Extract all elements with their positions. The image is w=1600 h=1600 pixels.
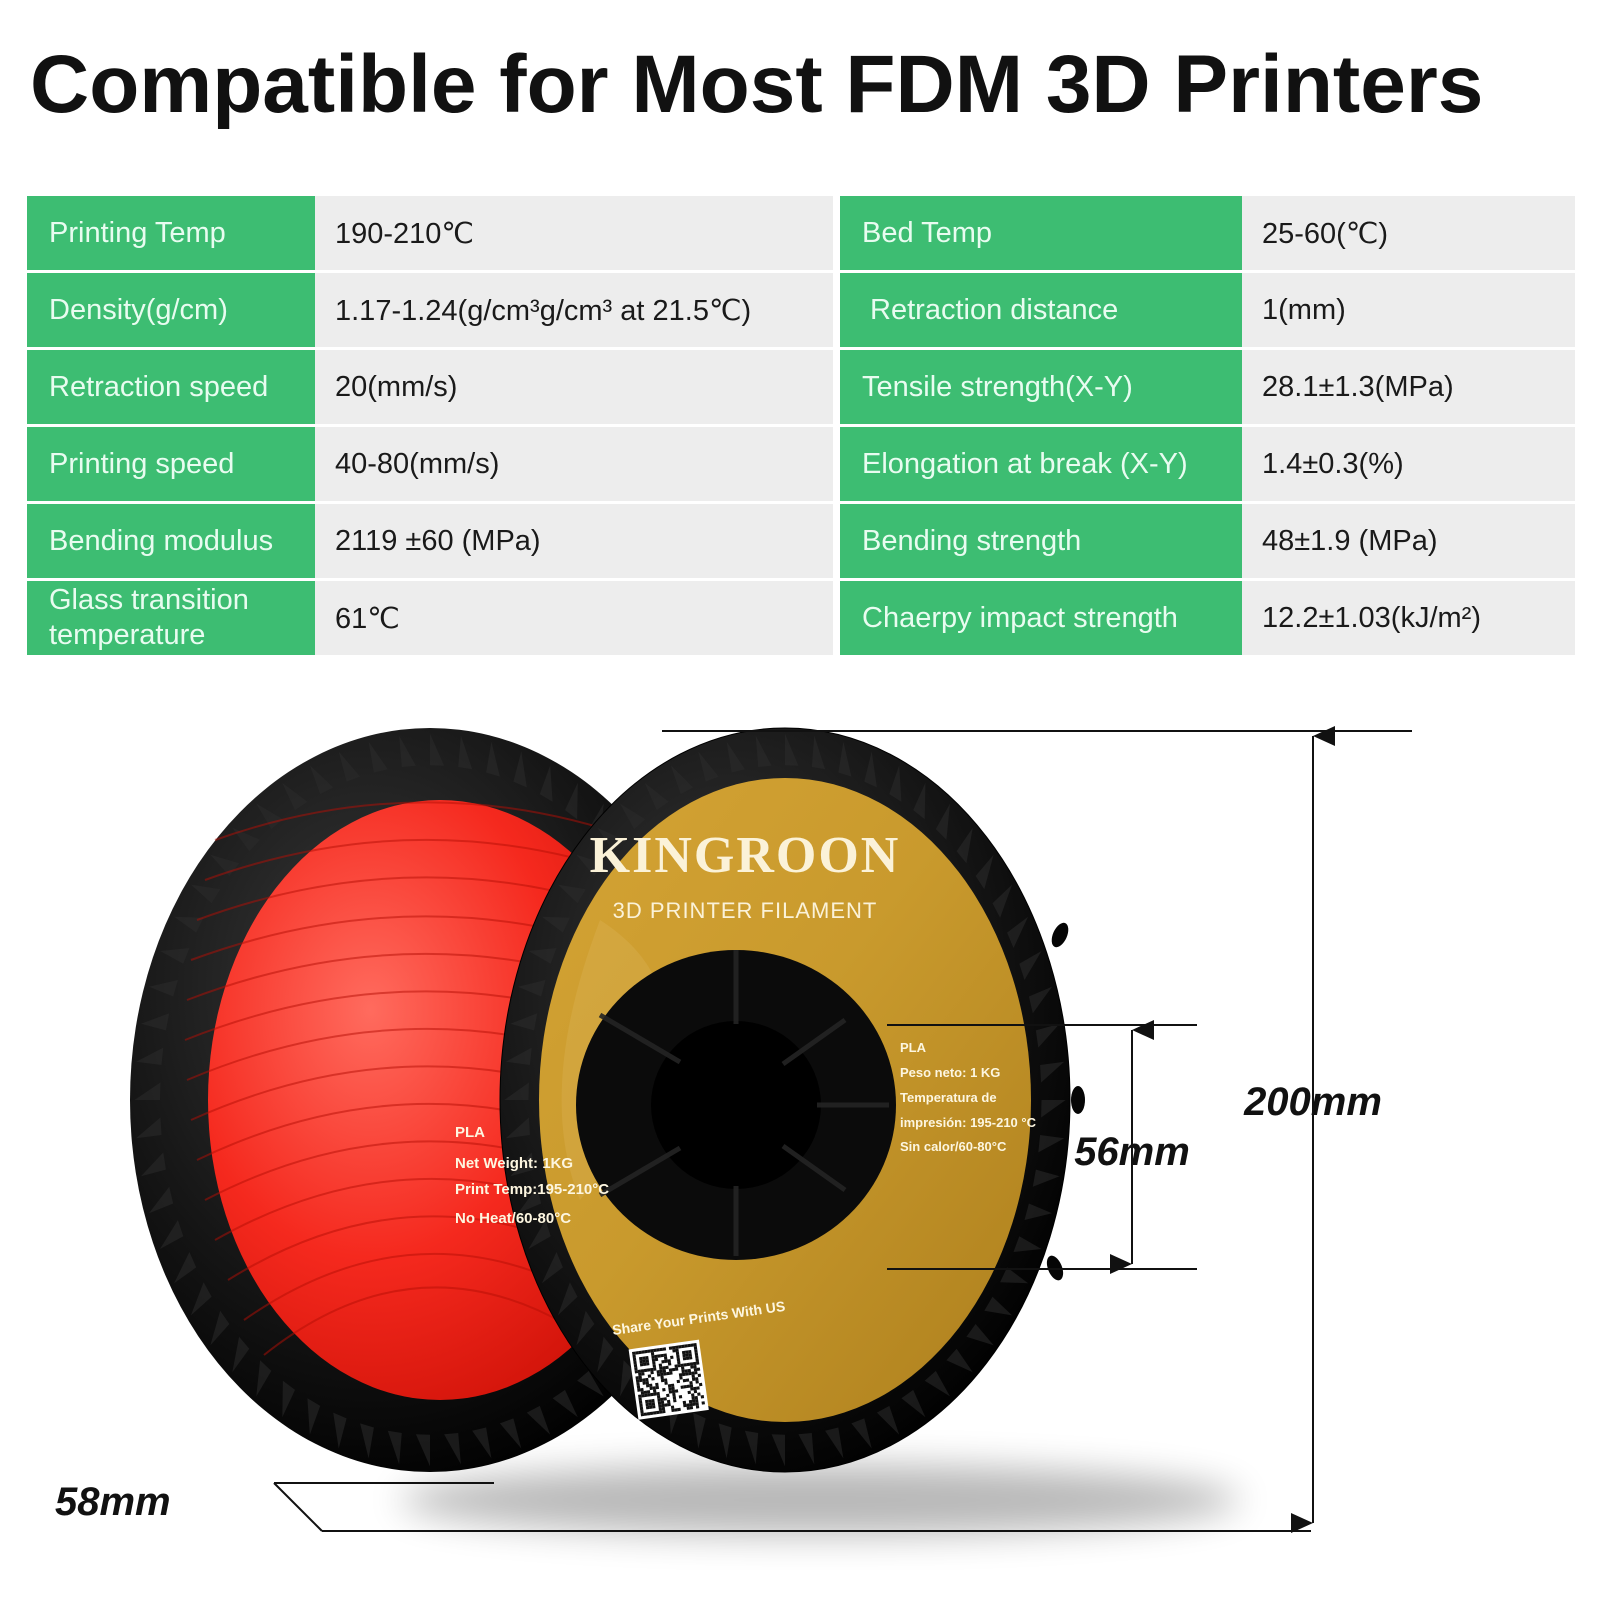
svg-text:Sin calor/60-80°C: Sin calor/60-80°C bbox=[900, 1139, 1007, 1154]
svg-text:200mm: 200mm bbox=[1243, 1080, 1382, 1124]
svg-text:Temperatura de: Temperatura de bbox=[900, 1090, 997, 1105]
svg-text:58mm: 58mm bbox=[55, 1480, 171, 1524]
svg-text:PLA: PLA bbox=[455, 1124, 485, 1141]
svg-text:Net Weight: 1KG: Net Weight: 1KG bbox=[455, 1155, 573, 1172]
svg-text:Print Temp:195-210°C: Print Temp:195-210°C bbox=[455, 1181, 609, 1198]
svg-text:3D PRINTER FILAMENT: 3D PRINTER FILAMENT bbox=[613, 898, 878, 923]
svg-text:No Heat/60-80°C: No Heat/60-80°C bbox=[455, 1210, 571, 1227]
svg-text:56mm: 56mm bbox=[1074, 1130, 1190, 1174]
svg-text:PLA: PLA bbox=[900, 1040, 927, 1055]
svg-text:KINGROON: KINGROON bbox=[590, 827, 901, 884]
svg-text:impresión: 195-210 °C: impresión: 195-210 °C bbox=[900, 1115, 1037, 1130]
svg-text:Peso neto: 1 KG: Peso neto: 1 KG bbox=[900, 1065, 1000, 1080]
